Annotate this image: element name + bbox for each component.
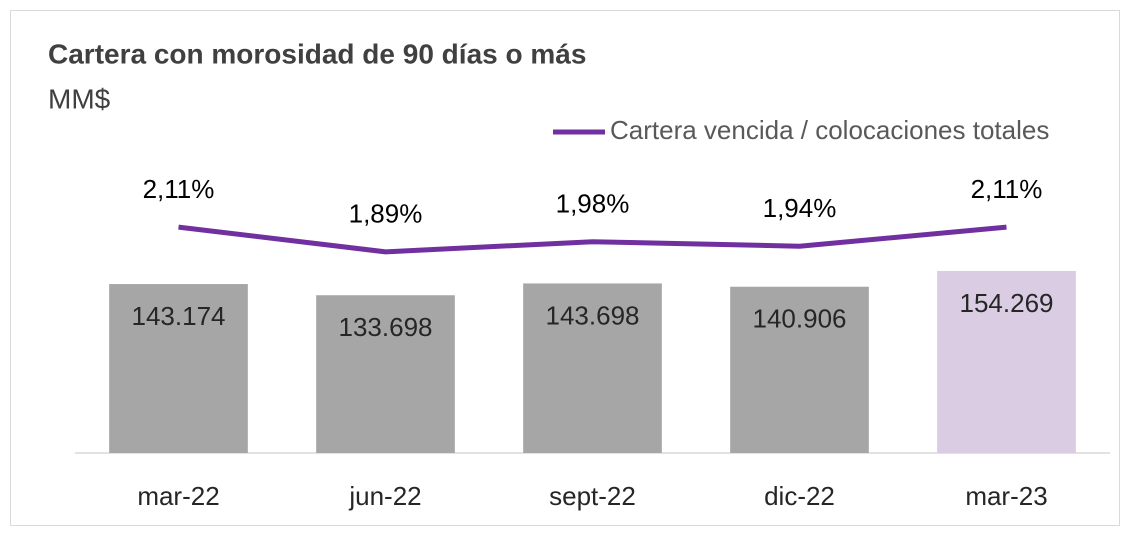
bar-value-label: 143.174 [132, 301, 226, 331]
legend-label: Cartera vencida / colocaciones totales [610, 115, 1049, 145]
x-tick-label: sept-22 [549, 481, 636, 511]
bar-value-label: 133.698 [339, 312, 433, 342]
line-value-label: 1,89% [349, 199, 423, 229]
bar [937, 270, 1076, 453]
bar [523, 283, 662, 453]
line-value-label: 2,11% [971, 174, 1043, 204]
bar-value-label: 154.269 [960, 288, 1054, 318]
line-value-label: 1,98% [556, 189, 630, 219]
x-tick-label: mar-22 [137, 481, 219, 511]
line-series [178, 224, 1007, 255]
chart-title: Cartera con morosidad de 90 días o más [48, 38, 586, 69]
line-value-label: 1,94% [763, 193, 837, 223]
bar [730, 286, 869, 453]
bar [316, 295, 455, 453]
bar-value-label: 140.906 [753, 304, 847, 334]
x-tick-label: mar-23 [965, 481, 1047, 511]
bar-value-label: 143.698 [546, 300, 640, 330]
x-tick-label: jun-22 [348, 481, 421, 511]
line-value-label: 2,11% [143, 174, 215, 204]
bar [109, 284, 248, 453]
chart-subtitle: MM$ [48, 83, 111, 114]
x-tick-label: dic-22 [764, 481, 835, 511]
